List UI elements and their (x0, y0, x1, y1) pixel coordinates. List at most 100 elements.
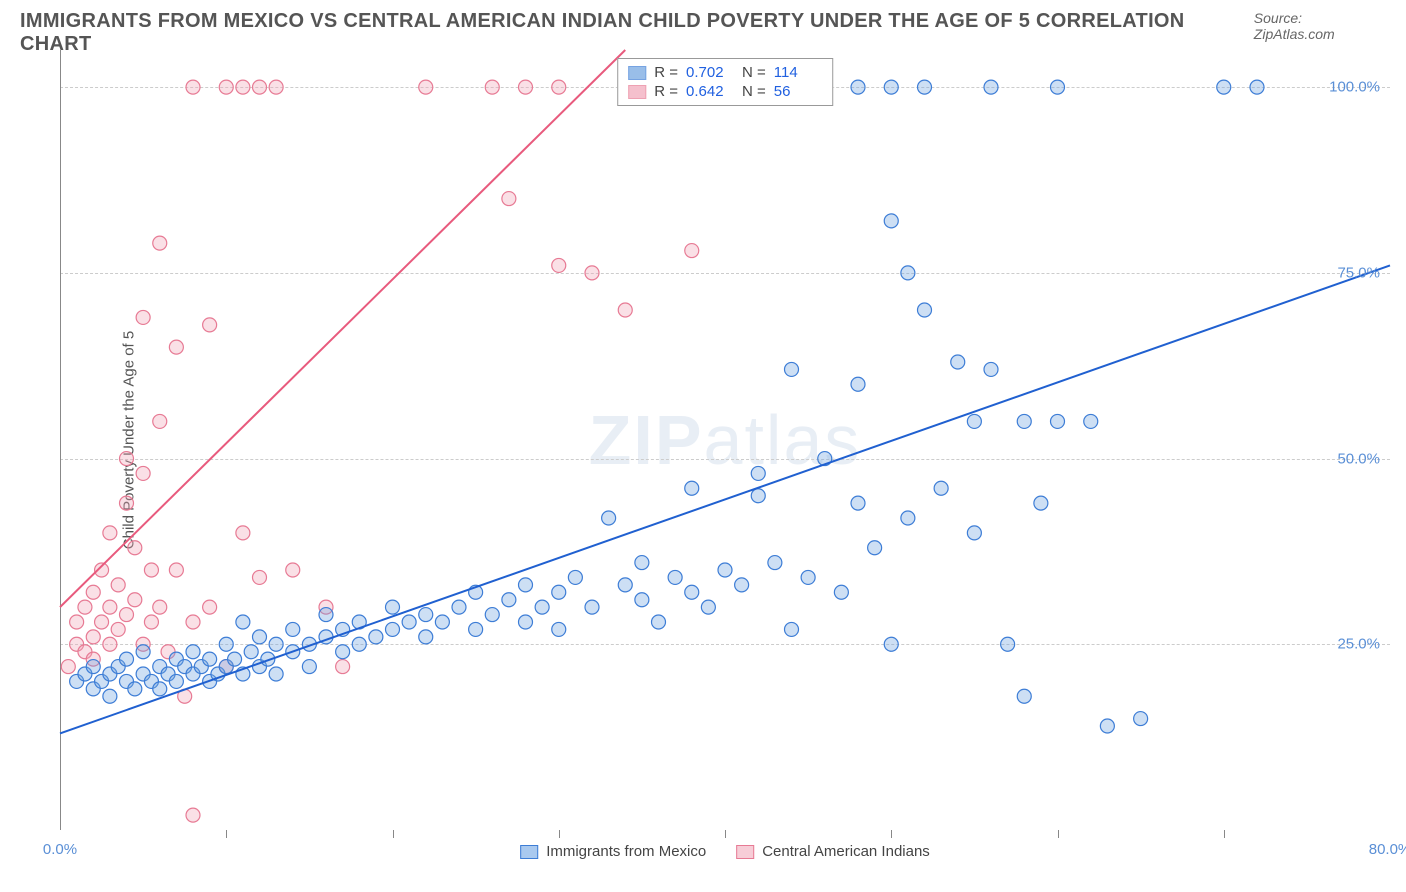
data-point (78, 600, 92, 614)
data-point (884, 214, 898, 228)
legend-swatch-1 (520, 845, 538, 859)
data-point (419, 630, 433, 644)
data-point (169, 340, 183, 354)
data-point (70, 615, 84, 629)
data-point (552, 80, 566, 94)
data-point (419, 608, 433, 622)
data-point (685, 481, 699, 495)
chart-area: Child Poverty Under the Age of 5 ZIPatla… (60, 50, 1390, 830)
legend-swatch-2 (736, 845, 754, 859)
data-point (502, 593, 516, 607)
data-point (253, 630, 267, 644)
data-point (95, 615, 109, 629)
data-point (203, 652, 217, 666)
data-point (402, 615, 416, 629)
data-point (485, 608, 499, 622)
data-point (286, 622, 300, 636)
stats-legend: R = 0.702 N = 114 R = 0.642 N = 56 (617, 58, 833, 106)
x-tick-label: 0.0% (43, 841, 77, 858)
data-point (244, 645, 258, 659)
data-point (635, 593, 649, 607)
data-point (153, 600, 167, 614)
data-point (918, 80, 932, 94)
n-value-2: 56 (774, 83, 822, 100)
data-point (1217, 80, 1231, 94)
r-value-2: 0.642 (686, 83, 734, 100)
data-point (652, 615, 666, 629)
data-point (951, 355, 965, 369)
y-tick-label: 100.0% (1329, 79, 1380, 96)
data-point (128, 541, 142, 555)
data-point (419, 80, 433, 94)
data-point (144, 615, 158, 629)
data-point (735, 578, 749, 592)
header: IMMIGRANTS FROM MEXICO VS CENTRAL AMERIC… (0, 0, 1406, 56)
data-point (535, 600, 549, 614)
trend-line (60, 50, 625, 607)
source-attribution: Source: ZipAtlas.com (1254, 10, 1386, 42)
data-point (1051, 414, 1065, 428)
r-label: R = (654, 64, 678, 81)
swatch-series-2 (628, 85, 646, 99)
data-point (552, 622, 566, 636)
data-point (103, 526, 117, 540)
data-point (153, 236, 167, 250)
data-point (136, 466, 150, 480)
data-point (128, 682, 142, 696)
y-tick-label: 25.0% (1337, 636, 1380, 653)
data-point (203, 318, 217, 332)
data-point (144, 563, 158, 577)
data-point (269, 637, 283, 651)
data-point (103, 637, 117, 651)
data-point (751, 466, 765, 480)
data-point (901, 511, 915, 525)
legend-label-2: Central American Indians (762, 843, 930, 860)
data-point (868, 541, 882, 555)
data-point (934, 481, 948, 495)
data-point (219, 637, 233, 651)
data-point (86, 660, 100, 674)
data-point (685, 244, 699, 258)
data-point (1001, 637, 1015, 651)
data-point (851, 496, 865, 510)
data-point (685, 585, 699, 599)
data-point (336, 660, 350, 674)
data-point (718, 563, 732, 577)
data-point (136, 645, 150, 659)
data-point (302, 660, 316, 674)
data-point (585, 600, 599, 614)
data-point (1017, 689, 1031, 703)
data-point (103, 689, 117, 703)
data-point (186, 80, 200, 94)
data-point (785, 362, 799, 376)
data-point (1250, 80, 1264, 94)
data-point (618, 578, 632, 592)
n-label: N = (742, 64, 766, 81)
data-point (1034, 496, 1048, 510)
data-point (635, 556, 649, 570)
data-point (228, 652, 242, 666)
data-point (602, 511, 616, 525)
data-point (1134, 712, 1148, 726)
data-point (253, 570, 267, 584)
data-point (469, 622, 483, 636)
data-point (851, 377, 865, 391)
data-point (918, 303, 932, 317)
y-tick-label: 50.0% (1337, 450, 1380, 467)
data-point (186, 645, 200, 659)
data-point (236, 80, 250, 94)
data-point (336, 645, 350, 659)
data-point (86, 630, 100, 644)
r-value-1: 0.702 (686, 64, 734, 81)
stats-row-series-1: R = 0.702 N = 114 (628, 63, 822, 82)
data-point (203, 600, 217, 614)
data-point (120, 608, 134, 622)
data-point (984, 362, 998, 376)
data-point (851, 80, 865, 94)
data-point (111, 578, 125, 592)
data-point (186, 615, 200, 629)
data-point (120, 496, 134, 510)
data-point (967, 414, 981, 428)
data-point (286, 563, 300, 577)
legend-label-1: Immigrants from Mexico (546, 843, 706, 860)
